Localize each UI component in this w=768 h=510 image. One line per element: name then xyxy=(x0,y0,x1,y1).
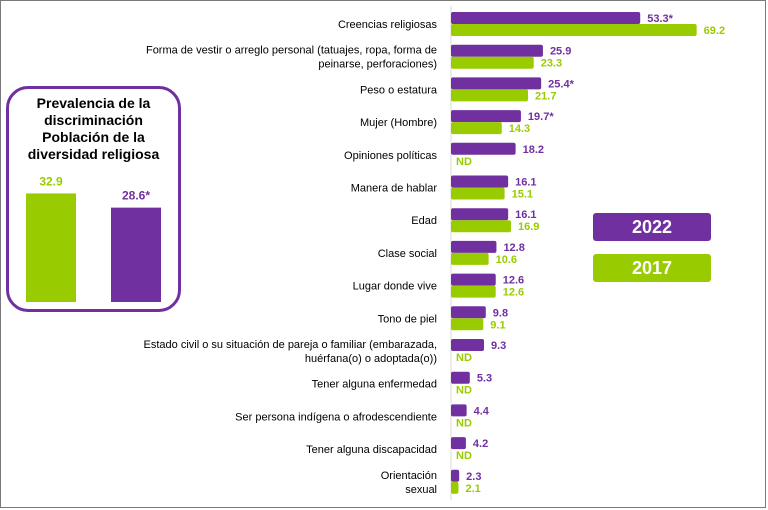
value-label-2022: 5.3 xyxy=(477,373,492,385)
inset-panel: Prevalencia de la discriminación Poblaci… xyxy=(6,86,181,312)
value-label-2017: 12.6 xyxy=(503,287,524,299)
bar-2017 xyxy=(451,318,484,331)
bar-2022 xyxy=(451,273,496,286)
inset-title-line: Población de la xyxy=(42,129,145,145)
value-label-2022: 19.7* xyxy=(528,111,554,123)
value-label-2017: 23.3 xyxy=(541,58,562,70)
legend-item-2022: 2022 xyxy=(593,213,711,241)
value-label-2017: 10.6 xyxy=(496,254,517,266)
category-label: Orientación xyxy=(381,470,437,482)
bar-2022 xyxy=(451,371,470,384)
bar-2022 xyxy=(451,240,497,253)
value-label-2017: 21.7 xyxy=(535,90,556,102)
inset-title-line: discriminación xyxy=(44,112,143,128)
value-label-2017-nd: ND xyxy=(456,156,472,168)
value-label-2022: 25.4* xyxy=(548,78,574,90)
inset-title: Prevalencia de la discriminación Poblaci… xyxy=(9,95,178,163)
bar-2017 xyxy=(451,56,534,69)
bar-2017 xyxy=(451,252,489,265)
bar-2017 xyxy=(451,285,496,298)
category-label: Ser persona indígena o afrodescendiente xyxy=(235,411,437,423)
bar-2017 xyxy=(451,89,529,102)
bar-2022 xyxy=(451,306,486,319)
value-label-2022: 2.3 xyxy=(466,471,481,483)
category-label: Forma de vestir o arreglo personal (tatu… xyxy=(146,45,437,57)
category-label: sexual xyxy=(405,484,437,496)
value-label-2017-nd: ND xyxy=(456,352,472,364)
category-label: Estado civil o su situación de pareja o … xyxy=(144,339,437,351)
category-label: Opiniones políticas xyxy=(344,150,437,162)
value-label-2017: 16.9 xyxy=(518,221,539,233)
bar-2022 xyxy=(451,110,521,123)
category-label: Tener alguna enfermedad xyxy=(312,379,437,391)
category-label: Tono de piel xyxy=(378,313,437,325)
legend-label: 2022 xyxy=(631,216,673,237)
category-label: Clase social xyxy=(378,248,437,260)
bar-2022 xyxy=(451,404,467,417)
legend-item-2017: 2017 xyxy=(593,254,711,282)
bar-2022 xyxy=(451,77,542,90)
value-label-2022: 9.3 xyxy=(491,340,506,352)
category-label: Lugar donde vive xyxy=(353,281,437,293)
bar-2022 xyxy=(451,437,466,450)
bar-2022 xyxy=(451,339,485,351)
value-label-2017: 9.1 xyxy=(490,319,505,331)
value-label-2022: 4.4 xyxy=(474,405,490,417)
category-label: Peso o estatura xyxy=(360,84,438,96)
value-label-2022: 18.2 xyxy=(523,144,544,156)
inset-bar-chart: 32.9 28.6* xyxy=(26,174,161,302)
bar-2022 xyxy=(451,208,509,221)
value-label-2022: 4.2 xyxy=(473,438,488,450)
value-label-2017: 15.1 xyxy=(512,189,533,201)
value-label-2022: 9.8 xyxy=(493,307,508,319)
inset-bar xyxy=(26,193,76,302)
category-label: Edad xyxy=(411,215,437,227)
inset-value-label: 32.9 xyxy=(39,174,63,188)
bar-2017 xyxy=(451,481,459,494)
inset-value-label: 28.6* xyxy=(122,189,150,203)
category-label: Creencias religiosas xyxy=(338,19,438,31)
bar-2022 xyxy=(451,469,460,482)
value-label-2017: 14.3 xyxy=(509,123,530,135)
category-label: Tener alguna discapacidad xyxy=(306,444,437,456)
bar-2017 xyxy=(451,220,511,233)
inset-bar xyxy=(111,207,161,302)
bar-2022 xyxy=(451,142,516,155)
category-label: Manera de hablar xyxy=(351,183,438,195)
bar-2017 xyxy=(451,24,697,36)
value-label-2022: 16.1 xyxy=(515,209,536,221)
bar-2017 xyxy=(451,187,505,200)
legend-label: 2017 xyxy=(631,257,673,278)
bar-2022 xyxy=(451,44,543,57)
value-label-2022: 12.8 xyxy=(503,242,524,254)
inset-title-line: diversidad religiosa xyxy=(27,146,160,162)
value-label-2017-nd: ND xyxy=(456,385,472,397)
value-label-2022: 25.9 xyxy=(550,46,571,58)
category-label: peinarse, perforaciones) xyxy=(318,59,437,71)
value-label-2022: 12.6 xyxy=(503,275,524,287)
value-label-2017-nd: ND xyxy=(456,450,472,462)
value-label-2022: 53.3* xyxy=(647,13,673,25)
inset-title-line: Prevalencia de la xyxy=(36,95,151,111)
value-label-2017-nd: ND xyxy=(456,417,472,429)
bar-2022 xyxy=(451,175,509,188)
bar-2022 xyxy=(451,12,641,24)
bar-2017 xyxy=(451,122,502,135)
category-label: Mujer (Hombre) xyxy=(360,117,437,129)
value-label-2017: 69.2 xyxy=(704,25,725,37)
value-label-2017: 2.1 xyxy=(465,483,480,495)
category-label: huérfana(o) o adoptada(o)) xyxy=(305,353,437,365)
value-label-2022: 16.1 xyxy=(515,177,536,189)
